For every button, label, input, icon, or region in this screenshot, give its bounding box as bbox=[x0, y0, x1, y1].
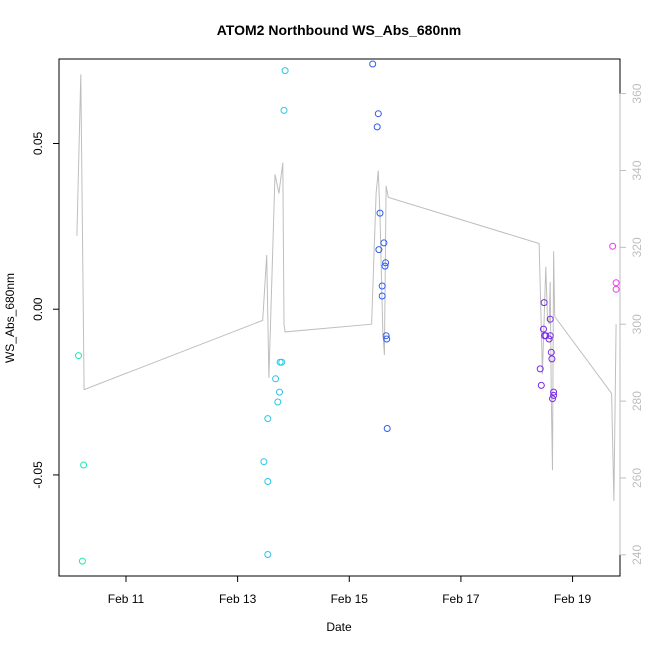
scatter-point-40 bbox=[550, 391, 558, 399]
scatter-point-36 bbox=[547, 348, 555, 356]
scatter-point-18 bbox=[376, 209, 384, 217]
scatter-point-41 bbox=[609, 242, 617, 250]
scatter-point-13 bbox=[281, 67, 289, 75]
x-tick-label-1: Feb 13 bbox=[219, 592, 257, 606]
scatter-point-21 bbox=[380, 239, 388, 247]
scatter-point-12 bbox=[280, 106, 288, 114]
x-tick-label-4: Feb 19 bbox=[554, 592, 592, 606]
x-axis: Feb 11 Feb 13 Feb 15 Feb 17 Feb 19 bbox=[108, 575, 592, 606]
scatter-point-9 bbox=[276, 388, 283, 396]
scatter-point-35 bbox=[546, 332, 554, 340]
scatter-point-4 bbox=[264, 415, 272, 423]
y-axis: -0.05 0.00 0.05 bbox=[31, 132, 60, 489]
chart-title: ATOM2 Northbound WS_Abs_680nm bbox=[217, 22, 462, 38]
y-tick-label-0: -0.05 bbox=[31, 461, 45, 489]
scatter-point-24 bbox=[382, 332, 390, 340]
scatter-point-6 bbox=[264, 551, 272, 558]
y2-tick-label-5: 340 bbox=[630, 160, 644, 180]
y2-tick-label-3: 300 bbox=[630, 314, 644, 334]
scatter-point-11 bbox=[278, 358, 286, 366]
scatter-point-38 bbox=[549, 395, 556, 403]
scatter-point-5 bbox=[264, 478, 272, 485]
y2-tick-label-4: 320 bbox=[630, 237, 644, 257]
scatter-point-22 bbox=[381, 262, 389, 270]
scatter-point-39 bbox=[550, 388, 558, 396]
x-tick-label-3: Feb 17 bbox=[442, 592, 480, 606]
scatter-point-26 bbox=[383, 425, 391, 432]
scatter-point-17 bbox=[375, 246, 383, 254]
scatter-point-19 bbox=[378, 282, 386, 290]
scatter-point-16 bbox=[374, 110, 382, 118]
y-tick-label-1: 0.00 bbox=[31, 297, 45, 321]
x-tick-label-0: Feb 11 bbox=[108, 592, 145, 606]
secondary-series-line bbox=[76, 74, 617, 502]
scatter-point-43 bbox=[612, 285, 620, 293]
y-tick-label-2: 0.05 bbox=[31, 132, 45, 156]
y2-tick-label-1: 260 bbox=[630, 468, 644, 488]
scatter-point-34 bbox=[546, 315, 554, 323]
y-axis-label: WS_Abs_680nm bbox=[3, 273, 17, 363]
scatter-point-28 bbox=[537, 381, 545, 389]
scatter-point-27 bbox=[536, 365, 544, 373]
secondary-series-layer bbox=[76, 74, 617, 502]
scatter-point-23 bbox=[382, 259, 390, 267]
scatter-point-33 bbox=[545, 335, 553, 343]
x-axis-label: Date bbox=[326, 620, 352, 634]
y2-axis: 240 260 280 300 320 340 360 bbox=[619, 83, 644, 565]
plot-area-frame bbox=[58, 58, 621, 577]
scatter-point-8 bbox=[274, 398, 282, 406]
x-tick-label-2: Feb 15 bbox=[331, 592, 369, 606]
scatter-point-1 bbox=[80, 461, 88, 469]
scatter-point-3 bbox=[260, 458, 268, 466]
y2-tick-label-2: 280 bbox=[630, 391, 644, 411]
scatter-point-30 bbox=[540, 299, 548, 307]
scatter-point-37 bbox=[548, 355, 556, 363]
scatter-point-25 bbox=[383, 335, 391, 343]
scatter-point-15 bbox=[373, 123, 381, 131]
scatter-point-7 bbox=[272, 375, 280, 383]
y2-tick-label-0: 240 bbox=[630, 545, 644, 565]
scatter-point-14 bbox=[369, 60, 377, 68]
scatter-point-42 bbox=[612, 279, 620, 287]
scatter-point-29 bbox=[540, 325, 547, 333]
scatter-point-20 bbox=[378, 292, 386, 300]
scatter-points-layer bbox=[75, 60, 620, 565]
scatter-point-0 bbox=[75, 352, 82, 360]
y2-tick-label-6: 360 bbox=[630, 83, 644, 103]
scatter-point-2 bbox=[78, 557, 86, 565]
